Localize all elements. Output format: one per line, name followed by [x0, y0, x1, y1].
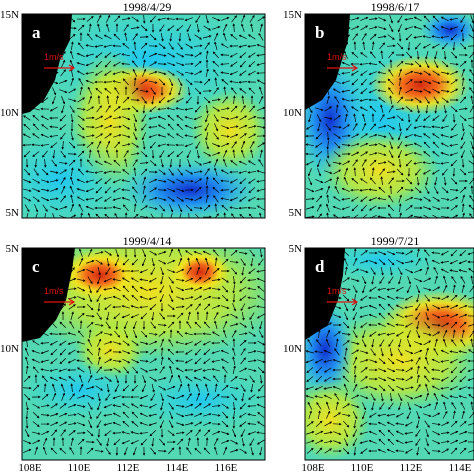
y-tick-label: 10N [0, 343, 19, 355]
velocity-field-patch [170, 250, 230, 294]
scale-label: 1m/s [44, 286, 64, 296]
panel-date: 1999/4/14 [123, 234, 172, 248]
y-tick-label: 5N [6, 243, 20, 255]
y-tick-label: 5N [289, 243, 303, 255]
panel-letter: b [315, 23, 324, 42]
velocity-field-patch [22, 130, 130, 218]
y-tick-label: 5N [289, 207, 303, 219]
land [305, 14, 350, 110]
panel-frame [304, 247, 474, 461]
scale-arrow [327, 298, 359, 306]
y-tick-label: 5N [6, 207, 20, 219]
land [305, 248, 345, 340]
velocity-field-patch [130, 370, 265, 430]
scale-arrow [44, 298, 76, 306]
scale-label: 1m/s [327, 286, 347, 296]
map-panel [305, 248, 474, 460]
flow-vectors [22, 248, 265, 456]
map-panel [22, 14, 265, 218]
land [22, 248, 75, 342]
panel-date: 1998/4/29 [123, 0, 172, 14]
panel-frame [21, 13, 266, 219]
y-tick-label: 15N [0, 9, 19, 21]
panel-frame [21, 247, 266, 461]
y-tick-label: 10N [283, 107, 302, 119]
velocity-field-patch [320, 130, 440, 210]
y-tick-label: 15N [283, 9, 302, 21]
panel-date: 1998/6/17 [371, 0, 420, 14]
x-tick-label: 110E [68, 462, 91, 474]
flow-vectors [22, 14, 265, 218]
x-tick-label: 114E [449, 462, 472, 474]
map-panel [22, 248, 265, 460]
x-tick-label: 108E [301, 462, 325, 474]
x-tick-label: 114E [166, 462, 189, 474]
flow-vectors [305, 14, 474, 218]
velocity-field-patch [305, 380, 370, 460]
velocity-field-patch [420, 14, 474, 50]
x-tick-label: 110E [351, 462, 374, 474]
velocity-field-patch [190, 90, 265, 170]
panel-letter: c [32, 257, 40, 276]
panel-frame [304, 13, 474, 219]
panel-letter: d [315, 257, 325, 276]
scale-arrow [327, 64, 359, 72]
velocity-field-patch [120, 160, 260, 218]
map-panel [305, 14, 474, 218]
scale-label: 1m/s [44, 52, 64, 62]
x-tick-label: 108E [18, 462, 42, 474]
panel-date: 1999/7/21 [371, 234, 420, 248]
x-tick-label: 116E [215, 462, 238, 474]
land [22, 14, 72, 114]
y-tick-label: 10N [0, 107, 19, 119]
panel-letter: a [32, 23, 41, 42]
x-tick-label: 112E [117, 462, 140, 474]
flow-vectors [305, 248, 474, 456]
x-tick-label: 112E [400, 462, 423, 474]
y-tick-label: 10N [283, 343, 302, 355]
scale-label: 1m/s [327, 52, 347, 62]
velocity-field-patch [320, 248, 440, 280]
scale-arrow [44, 64, 76, 72]
